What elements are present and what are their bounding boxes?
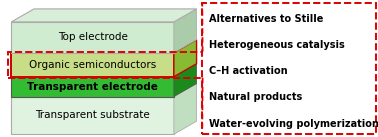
Bar	[11, 97, 174, 134]
Text: Natural products: Natural products	[209, 92, 302, 102]
Text: Transparent substrate: Transparent substrate	[35, 110, 150, 120]
Bar	[11, 22, 174, 53]
Text: Heterogeneous catalysis: Heterogeneous catalysis	[209, 40, 345, 50]
Text: Alternatives to Stille: Alternatives to Stille	[209, 14, 324, 24]
Polygon shape	[174, 9, 197, 53]
Bar	[8, 52, 203, 78]
Bar	[202, 3, 376, 134]
Text: Top electrode: Top electrode	[58, 32, 127, 42]
Polygon shape	[174, 40, 197, 77]
Polygon shape	[174, 84, 197, 134]
Text: Water-evolving polymerization: Water-evolving polymerization	[209, 119, 378, 129]
Bar	[11, 77, 174, 97]
Polygon shape	[11, 9, 197, 22]
Polygon shape	[174, 64, 197, 97]
Text: C–H activation: C–H activation	[209, 66, 288, 76]
Text: Transparent electrode: Transparent electrode	[27, 82, 158, 92]
Text: Organic semiconductors: Organic semiconductors	[29, 60, 156, 70]
Bar	[11, 53, 174, 77]
